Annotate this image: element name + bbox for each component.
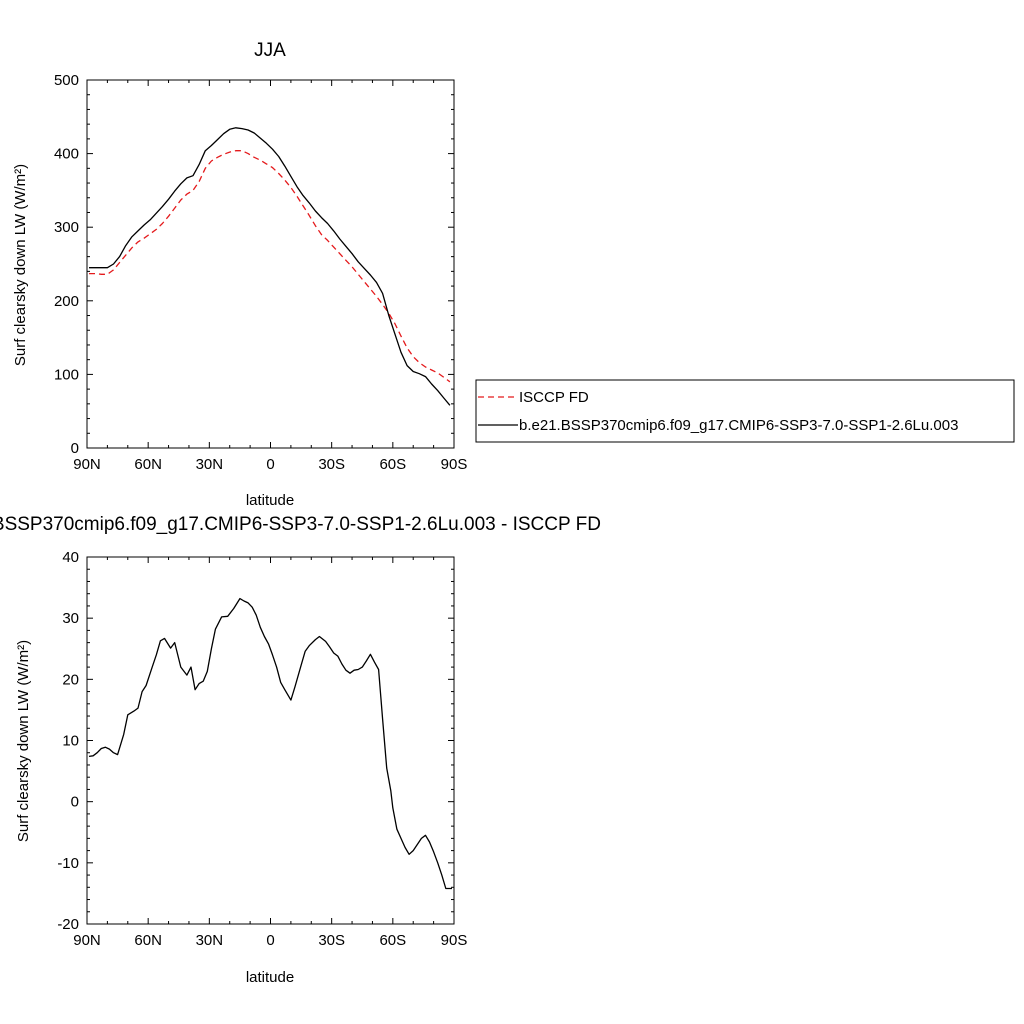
bottom-x-tick-label: 90N bbox=[73, 932, 101, 949]
bottom-series-line-0 bbox=[88, 597, 452, 890]
top-x-axis-label: latitude bbox=[246, 492, 294, 509]
bottom-x-tick-label: 90S bbox=[441, 932, 468, 949]
legend: ISCCP FD b.e21.BSSP370cmip6.f09_g17.CMIP… bbox=[475, 379, 1015, 443]
bottom-plot-group: 90N 60N 30N 0 30S 60S 90S -20 -10 0 10 20 30 40 bbox=[57, 549, 467, 949]
bottom-x-axis-label: latitude bbox=[246, 969, 294, 986]
bottom-y-tick-label: 40 bbox=[62, 549, 79, 566]
top-x-tick-label: 60N bbox=[134, 456, 162, 473]
bottom-y-axis-label: Surf clearsky down LW (W/m²) bbox=[15, 640, 32, 842]
bottom-y-tick-label: 10 bbox=[62, 733, 79, 750]
legend-box bbox=[475, 379, 1015, 443]
top-y-tick-label: 300 bbox=[54, 219, 79, 236]
top-y-tick-label: 0 bbox=[71, 440, 79, 457]
top-x-tick-label: 60S bbox=[379, 456, 406, 473]
top-y-tick-label: 200 bbox=[54, 293, 79, 310]
bottom-y-tick-label: 0 bbox=[71, 794, 79, 811]
bottom-y-tick-label: -20 bbox=[57, 916, 79, 933]
top-x-tick-label: 90S bbox=[441, 456, 468, 473]
bottom-x-tick-label: 0 bbox=[266, 932, 274, 949]
top-x-tick-label: 30N bbox=[196, 456, 224, 473]
top-series-line-0 bbox=[89, 150, 451, 383]
legend-label-model: b.e21.BSSP370cmip6.f09_g17.CMIP6-SSP3-7.… bbox=[519, 417, 958, 434]
top-chart-title: JJA bbox=[254, 40, 286, 61]
top-y-tick-label: 500 bbox=[54, 72, 79, 89]
bottom-x-tick-label: 60S bbox=[379, 932, 406, 949]
bottom-y-tick-label: 20 bbox=[62, 671, 79, 688]
top-plot-frame bbox=[86, 79, 455, 449]
legend-label-isccp: ISCCP FD bbox=[519, 389, 589, 406]
top-y-tick-label: 400 bbox=[54, 146, 79, 163]
top-series-line-1 bbox=[89, 127, 451, 406]
bottom-x-tick-label: 30S bbox=[318, 932, 345, 949]
bottom-x-tick-label: 30N bbox=[196, 932, 224, 949]
top-y-tick-label: 100 bbox=[54, 366, 79, 383]
top-y-axis-label: Surf clearsky down LW (W/m²) bbox=[12, 164, 29, 366]
bottom-plot-frame bbox=[86, 556, 455, 925]
bottom-x-tick-label: 60N bbox=[134, 932, 162, 949]
top-x-tick-label: 90N bbox=[73, 456, 101, 473]
top-x-tick-label: 0 bbox=[266, 456, 274, 473]
bottom-y-tick-label: 30 bbox=[62, 610, 79, 627]
top-x-tick-label: 30S bbox=[318, 456, 345, 473]
bottom-chart-title: b.e21.BSSP370cmip6.f09_g17.CMIP6-SSP3-7.… bbox=[0, 514, 601, 535]
top-plot-group: 90N 60N 30N 0 30S 60S 90S 0 100 200 300 400 500 bbox=[54, 72, 467, 473]
bottom-y-tick-label: -10 bbox=[57, 855, 79, 872]
